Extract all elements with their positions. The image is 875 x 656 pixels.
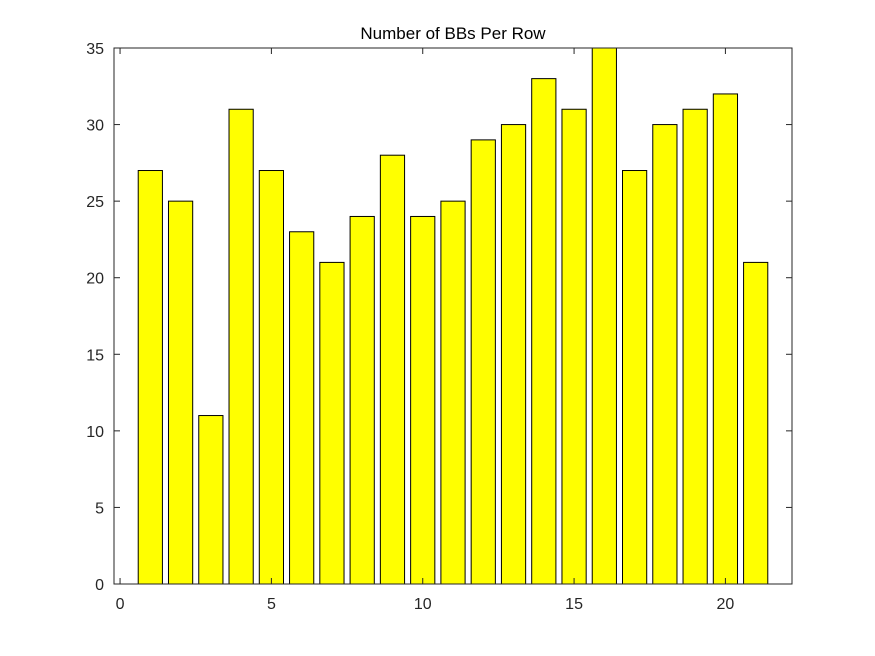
- bar-17: [622, 170, 648, 585]
- y-axis: 0 5 10 15 20 25 30 35: [86, 41, 792, 594]
- y-tick-label: 25: [86, 194, 104, 211]
- chart-title: Number of BBs Per Row: [360, 24, 546, 43]
- y-tick-label: 20: [86, 271, 104, 288]
- bar-6: [289, 231, 315, 585]
- bar-9: [379, 154, 406, 585]
- plot-area-border: [113, 47, 793, 585]
- x-tick-label: 10: [414, 596, 432, 613]
- bar-8: [349, 215, 375, 585]
- bar-4: [228, 108, 254, 585]
- y-tick-label: 0: [95, 577, 104, 594]
- bar-14: [531, 78, 557, 585]
- bar-16: [591, 47, 617, 585]
- bar-11: [440, 200, 466, 585]
- x-axis: 0 5 10 15 20: [116, 48, 735, 613]
- bar-20: [712, 93, 739, 585]
- bar-7: [319, 261, 345, 585]
- bars-group: [137, 47, 769, 585]
- y-tick-label: 30: [86, 118, 104, 135]
- bar-18: [652, 124, 678, 585]
- y-tick-label: 35: [86, 41, 104, 58]
- bar-15: [561, 108, 587, 585]
- x-tick-label: 20: [717, 596, 735, 613]
- x-tick-label: 15: [565, 596, 583, 613]
- bar-5: [258, 170, 284, 585]
- bar-3: [198, 415, 224, 585]
- bar-12: [470, 139, 496, 585]
- bar-10: [410, 215, 436, 585]
- bar-1: [137, 170, 163, 585]
- bar-13: [500, 124, 527, 585]
- y-tick-label: 10: [86, 424, 104, 441]
- x-tick-label: 0: [116, 596, 125, 613]
- y-tick-label: 5: [95, 500, 104, 517]
- x-tick-label: 5: [267, 596, 276, 613]
- bar-19: [682, 108, 708, 585]
- y-tick-label: 15: [86, 347, 104, 364]
- bar-21: [743, 261, 769, 585]
- bar-2: [167, 200, 194, 585]
